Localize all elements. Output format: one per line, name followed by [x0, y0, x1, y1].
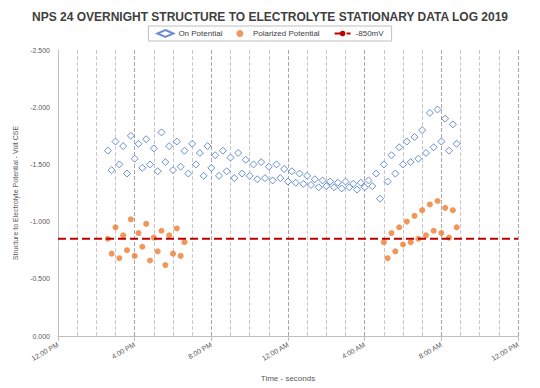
svg-text:Polarized Potential: Polarized Potential	[253, 29, 320, 38]
svg-text:-850mV: -850mV	[356, 29, 385, 38]
svg-text:8:00 AM: 8:00 AM	[417, 341, 443, 360]
svg-text:-2.000: -2.000	[30, 104, 50, 111]
svg-text:-0.500: -0.500	[30, 275, 50, 282]
svg-text:4:00 PM: 4:00 PM	[110, 341, 136, 360]
svg-text:0.000: 0.000	[32, 333, 50, 340]
svg-text:-2.500: -2.500	[30, 47, 50, 54]
svg-text:Time - seconds: Time - seconds	[261, 374, 315, 383]
svg-text:On Potential: On Potential	[178, 29, 222, 38]
svg-text:NPS 24 OVERNIGHT STRUCTURE TO: NPS 24 OVERNIGHT STRUCTURE TO ELECTROLYT…	[32, 10, 508, 24]
svg-text:-1.500: -1.500	[30, 161, 50, 168]
svg-text:Structure to Electrolyte Poten: Structure to Electrolyte Potential - Vol…	[12, 126, 20, 261]
svg-text:12:00 AM: 12:00 AM	[261, 341, 290, 362]
svg-text:12:00 PM: 12:00 PM	[30, 341, 60, 362]
svg-text:-1.000: -1.000	[30, 218, 50, 225]
svg-text:12:00 PM: 12:00 PM	[490, 341, 520, 362]
svg-text:4:00 AM: 4:00 AM	[341, 341, 367, 360]
svg-text:8:00 PM: 8:00 PM	[187, 341, 213, 360]
